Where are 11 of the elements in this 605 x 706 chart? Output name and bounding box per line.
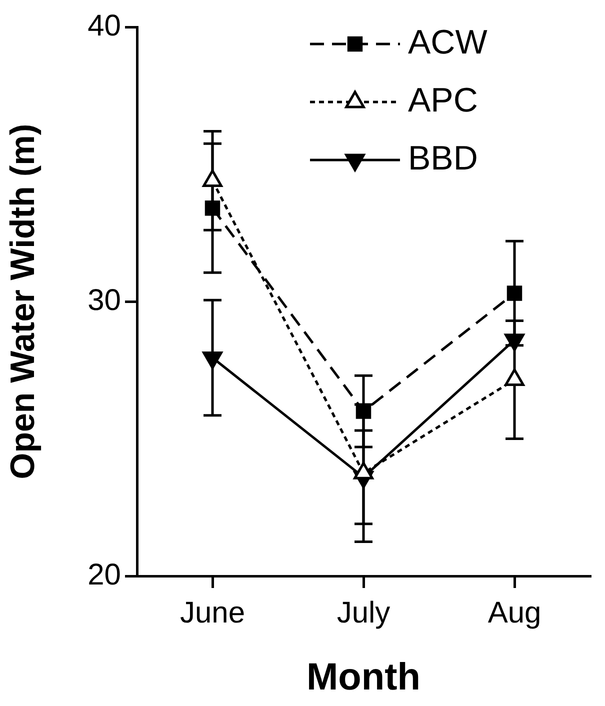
y-axis-title: Open Water Width (m) [4, 124, 42, 480]
y-tick-label: 30 [88, 284, 121, 317]
x-tick-label: Aug [488, 596, 542, 630]
legend-label: ACW [408, 23, 488, 62]
x-tick-label: July [336, 596, 390, 630]
x-axis-title: Month [306, 656, 420, 699]
legend-label: APC [408, 81, 478, 120]
x-tick-label: June [180, 596, 246, 630]
y-tick-label: 20 [88, 558, 121, 592]
legend-label: BBD [408, 139, 478, 178]
y-tick-label: 40 [88, 9, 121, 42]
